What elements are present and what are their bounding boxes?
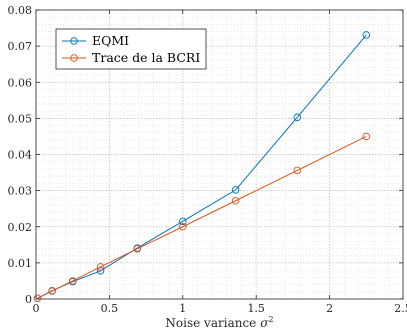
data-point: [179, 222, 187, 231]
y-tick-label: 0.01: [8, 257, 33, 270]
x-axis-title: Noise variance σ2: [165, 315, 273, 330]
y-tick-label: 0.06: [8, 76, 33, 89]
y-tick-label: 0.05: [8, 112, 33, 125]
legend-swatch-marker: [70, 54, 78, 62]
legend-label: Trace de la BCRI: [92, 50, 200, 65]
legend-label: EQMI: [92, 33, 129, 48]
x-tick-label: 0.5: [101, 302, 119, 315]
legend-box: [55, 28, 207, 70]
axes: 00.511.522.500.010.020.030.040.050.060.0…: [8, 4, 407, 330]
data-point: [293, 113, 302, 122]
data-point: [96, 263, 105, 271]
legend-swatch-marker: [70, 37, 78, 45]
y-tick-label: 0: [25, 293, 32, 306]
x-axis-title-symbol: σ: [260, 316, 269, 330]
y-tick-label: 0.08: [8, 4, 33, 17]
x-tick-label: 1.5: [247, 302, 265, 315]
y-tick-label: 0.02: [8, 221, 33, 234]
data-point: [133, 245, 142, 253]
data-point: [362, 31, 371, 39]
data-point: [48, 287, 56, 295]
legend: EQMI Trace de la BCRI: [55, 28, 207, 70]
series-group: [33, 31, 371, 303]
y-tick-label: 0.07: [8, 40, 33, 53]
data-point: [362, 132, 371, 141]
x-tick-label: 2.5: [394, 302, 407, 315]
series-line: [37, 135, 367, 299]
x-axis-title-superscript: 2: [268, 315, 273, 324]
series-0: [33, 31, 371, 303]
data-point: [293, 166, 302, 175]
x-tick-label: 0: [33, 302, 40, 315]
series-1: [33, 132, 371, 303]
y-tick-label: 0.04: [8, 149, 33, 162]
y-tick-label: 0.03: [8, 185, 33, 198]
series-line: [37, 34, 367, 299]
data-point: [96, 267, 105, 275]
x-tick-label: 2: [326, 302, 333, 315]
data-point: [33, 294, 42, 303]
x-tick-label: 1: [179, 302, 186, 315]
data-point: [231, 186, 240, 194]
data-point: [68, 277, 77, 285]
x-axis-title-text: Noise variance: [165, 316, 256, 330]
data-point: [179, 217, 187, 226]
data-point: [231, 196, 240, 205]
